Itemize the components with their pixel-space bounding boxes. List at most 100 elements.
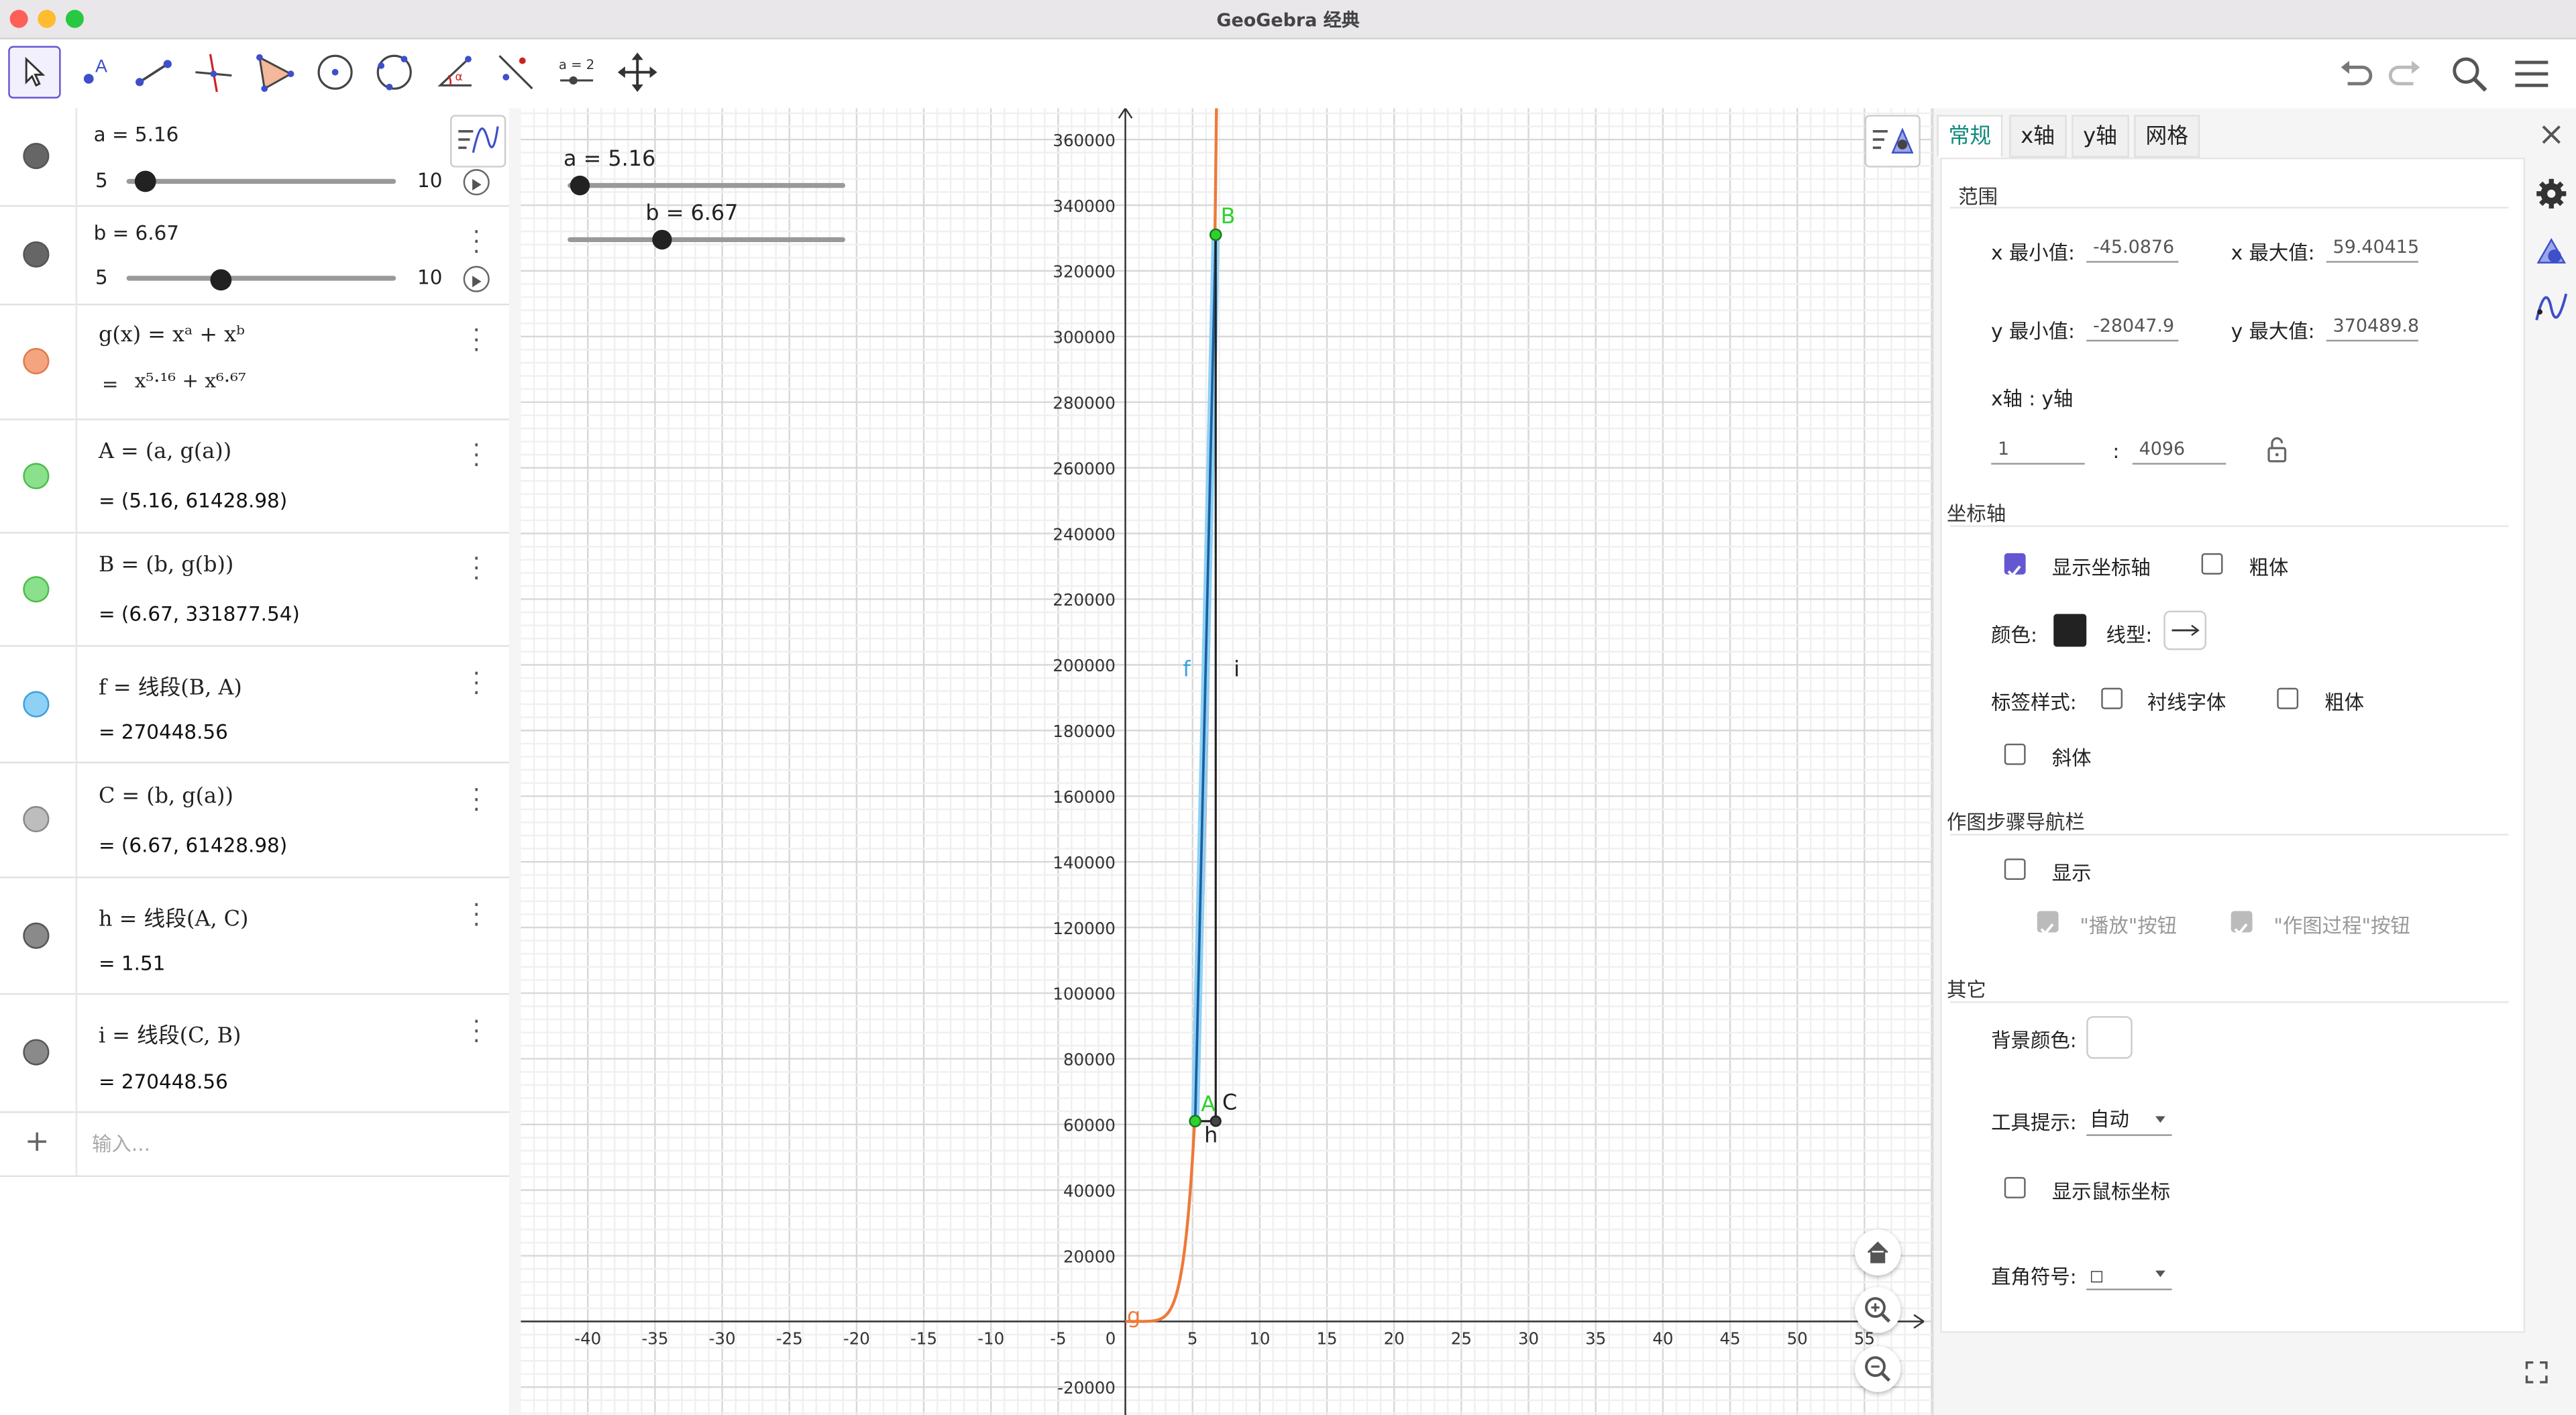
redo-button[interactable] [2383, 52, 2426, 95]
tab-y-axis[interactable]: y轴 [2072, 115, 2129, 158]
algebra-row-b[interactable]: b = 6.67 · · · 5 10 [0, 205, 510, 306]
search-button[interactable] [2448, 52, 2491, 95]
slider-b-handle[interactable] [210, 269, 232, 291]
row-f-more-icon[interactable]: · · · [472, 661, 480, 708]
circle-three-points-tool-button[interactable] [371, 49, 417, 95]
g-definition[interactable]: g(x) = xᵃ + xᵇ [98, 323, 245, 348]
visibility-toggle-A[interactable] [23, 463, 50, 490]
visibility-toggle-i[interactable] [23, 1039, 50, 1066]
slider-b-definition[interactable]: b = 6.67 [93, 221, 180, 245]
graphics-canvas[interactable]: -40 -35 -30 -25 -20 -15 -10 -5 0 5 10 15 20 25 30 35 40 4… [521, 108, 1933, 1415]
circle-tool-button[interactable] [312, 49, 358, 95]
show-navbar-checkbox[interactable] [2004, 858, 2026, 881]
perpendicular-tool-button[interactable] [191, 49, 237, 95]
slider-tool-button[interactable]: a = 2 [553, 49, 600, 95]
ymax-input[interactable]: 370489.8 [2326, 312, 2418, 342]
move-tool-button[interactable] [8, 46, 61, 99]
minimize-window-button[interactable] [38, 9, 56, 28]
visibility-toggle-a[interactable] [23, 142, 50, 170]
algebra-row-f[interactable]: f = 线段(B, A) · · · = 270448.56 [0, 644, 510, 764]
close-settings-button[interactable] [2538, 121, 2565, 148]
serif-checkbox[interactable] [2101, 687, 2123, 710]
main-menu-button[interactable] [2510, 52, 2553, 95]
visibility-toggle-h[interactable] [23, 922, 50, 949]
slider-a-definition[interactable]: a = 5.16 [93, 123, 179, 146]
f-definition[interactable]: f = 线段(B, A) [98, 676, 242, 701]
play-slider-b-button[interactable] [463, 266, 490, 292]
algebra-row-A[interactable]: A = (a, g(a)) · · · = (5.16, 61428.98) [0, 418, 510, 534]
algebra-input-row[interactable]: + 输入... [0, 1111, 510, 1178]
ymin-input[interactable]: -28047.9 [2086, 312, 2179, 342]
row-C-more-icon[interactable]: · · · [472, 778, 480, 824]
algebra-row-C[interactable]: C = (b, g(a)) · · · = (6.67, 61428.98) [0, 761, 510, 879]
visibility-toggle-C[interactable] [23, 805, 50, 833]
ratio-y-input[interactable]: 4096 [2132, 435, 2226, 465]
line-type-button[interactable] [2163, 610, 2206, 650]
C-definition[interactable]: C = (b, g(a)) [98, 785, 233, 809]
xmin-input[interactable]: -45.0876 [2086, 233, 2179, 263]
algebra-row-i[interactable]: i = 线段(C, B) · · · = 270448.56 [0, 993, 510, 1113]
i-definition[interactable]: i = 线段(C, B) [98, 1024, 241, 1050]
slider-b-track[interactable] [126, 276, 396, 281]
move-view-tool-button[interactable] [614, 49, 661, 95]
h-definition[interactable]: h = 线段(A, C) [98, 907, 249, 933]
italic-checkbox[interactable] [2004, 743, 2026, 765]
tab-general[interactable]: 常规 [1937, 115, 2003, 158]
graphics-slider-a-handle[interactable] [570, 175, 590, 196]
bold-axes-checkbox[interactable] [2201, 553, 2223, 575]
ratio-x-input[interactable]: 1 [1991, 435, 2085, 465]
algebra-row-a[interactable]: a = 5.16 5 10 [0, 108, 510, 207]
graphics-slider-b-handle[interactable] [652, 229, 672, 250]
segment-tool-button[interactable] [131, 49, 178, 95]
algebra-row-h[interactable]: h = 线段(A, C) · · · = 1.51 [0, 876, 510, 995]
zoom-out-button[interactable] [1854, 1346, 1901, 1392]
row-b-more-icon[interactable]: · · · [472, 220, 480, 266]
algebra-input-field[interactable]: 输入... [92, 1132, 150, 1156]
zoom-in-button[interactable] [1854, 1287, 1901, 1333]
standard-view-button[interactable] [1854, 1229, 1901, 1276]
point-A[interactable] [1189, 1115, 1201, 1128]
right-angle-dropdown[interactable]: □ [2086, 1257, 2172, 1290]
polygon-tool-button[interactable] [252, 49, 298, 95]
bold-label-checkbox[interactable] [2277, 687, 2299, 710]
row-g-more-icon[interactable]: · · · [472, 318, 480, 365]
algebra-row-g[interactable]: g(x) = xᵃ + xᵇ · · · = x⁵·¹⁶ + x⁶·⁶⁷ [0, 303, 510, 420]
tab-grid[interactable]: 网格 [2134, 115, 2200, 158]
xmax-input[interactable]: 59.40415 [2326, 233, 2418, 263]
algebra-row-B[interactable]: B = (b, g(b)) · · · = (6.67, 331877.54) [0, 532, 510, 647]
zoom-window-button[interactable] [65, 9, 84, 28]
basic-settings-button[interactable] [2533, 176, 2569, 212]
angle-tool-button[interactable]: α [432, 49, 478, 95]
tab-x-axis[interactable]: x轴 [2009, 115, 2067, 158]
visibility-toggle-g[interactable] [23, 347, 50, 375]
visibility-toggle-B[interactable] [23, 576, 50, 603]
row-A-more-icon[interactable]: · · · [472, 433, 480, 479]
algebra-settings-button[interactable] [2533, 289, 2569, 325]
algebra-style-bar-toggle[interactable] [450, 115, 506, 168]
row-h-more-icon[interactable]: · · · [472, 893, 480, 940]
visibility-toggle-b[interactable] [23, 241, 50, 268]
background-color-button[interactable] [2086, 1016, 2133, 1059]
row-B-more-icon[interactable]: · · · [472, 547, 480, 593]
point-tool-button[interactable]: A [72, 49, 119, 95]
row-i-more-icon[interactable]: · · · [472, 1009, 480, 1056]
lock-ratio-button[interactable] [2264, 435, 2290, 465]
reflect-tool-button[interactable] [493, 49, 539, 95]
fullscreen-button[interactable] [2520, 1356, 2553, 1389]
add-icon[interactable]: + [24, 1124, 50, 1159]
slider-a-handle[interactable] [134, 170, 156, 192]
close-window-button[interactable] [9, 9, 28, 28]
show-axes-checkbox[interactable] [2004, 553, 2026, 577]
graphics-view[interactable]: -40 -35 -30 -25 -20 -15 -10 -5 0 5 10 15 20 25 30 35 40 4… [521, 108, 1933, 1415]
show-mouse-coords-checkbox[interactable] [2004, 1177, 2026, 1198]
visibility-toggle-f[interactable] [23, 691, 50, 718]
A-definition[interactable]: A = (a, g(a)) [98, 440, 232, 465]
tooltip-dropdown[interactable]: 自动 [2086, 1103, 2172, 1136]
graphics-style-bar-toggle[interactable] [1864, 115, 1921, 168]
graphics-settings-button[interactable] [2533, 233, 2569, 270]
B-definition[interactable]: B = (b, g(b)) [98, 553, 234, 578]
play-slider-a-button[interactable] [463, 169, 490, 196]
axes-color-swatch[interactable] [2053, 614, 2087, 647]
point-B[interactable] [1209, 228, 1222, 241]
point-C[interactable] [1210, 1115, 1222, 1127]
